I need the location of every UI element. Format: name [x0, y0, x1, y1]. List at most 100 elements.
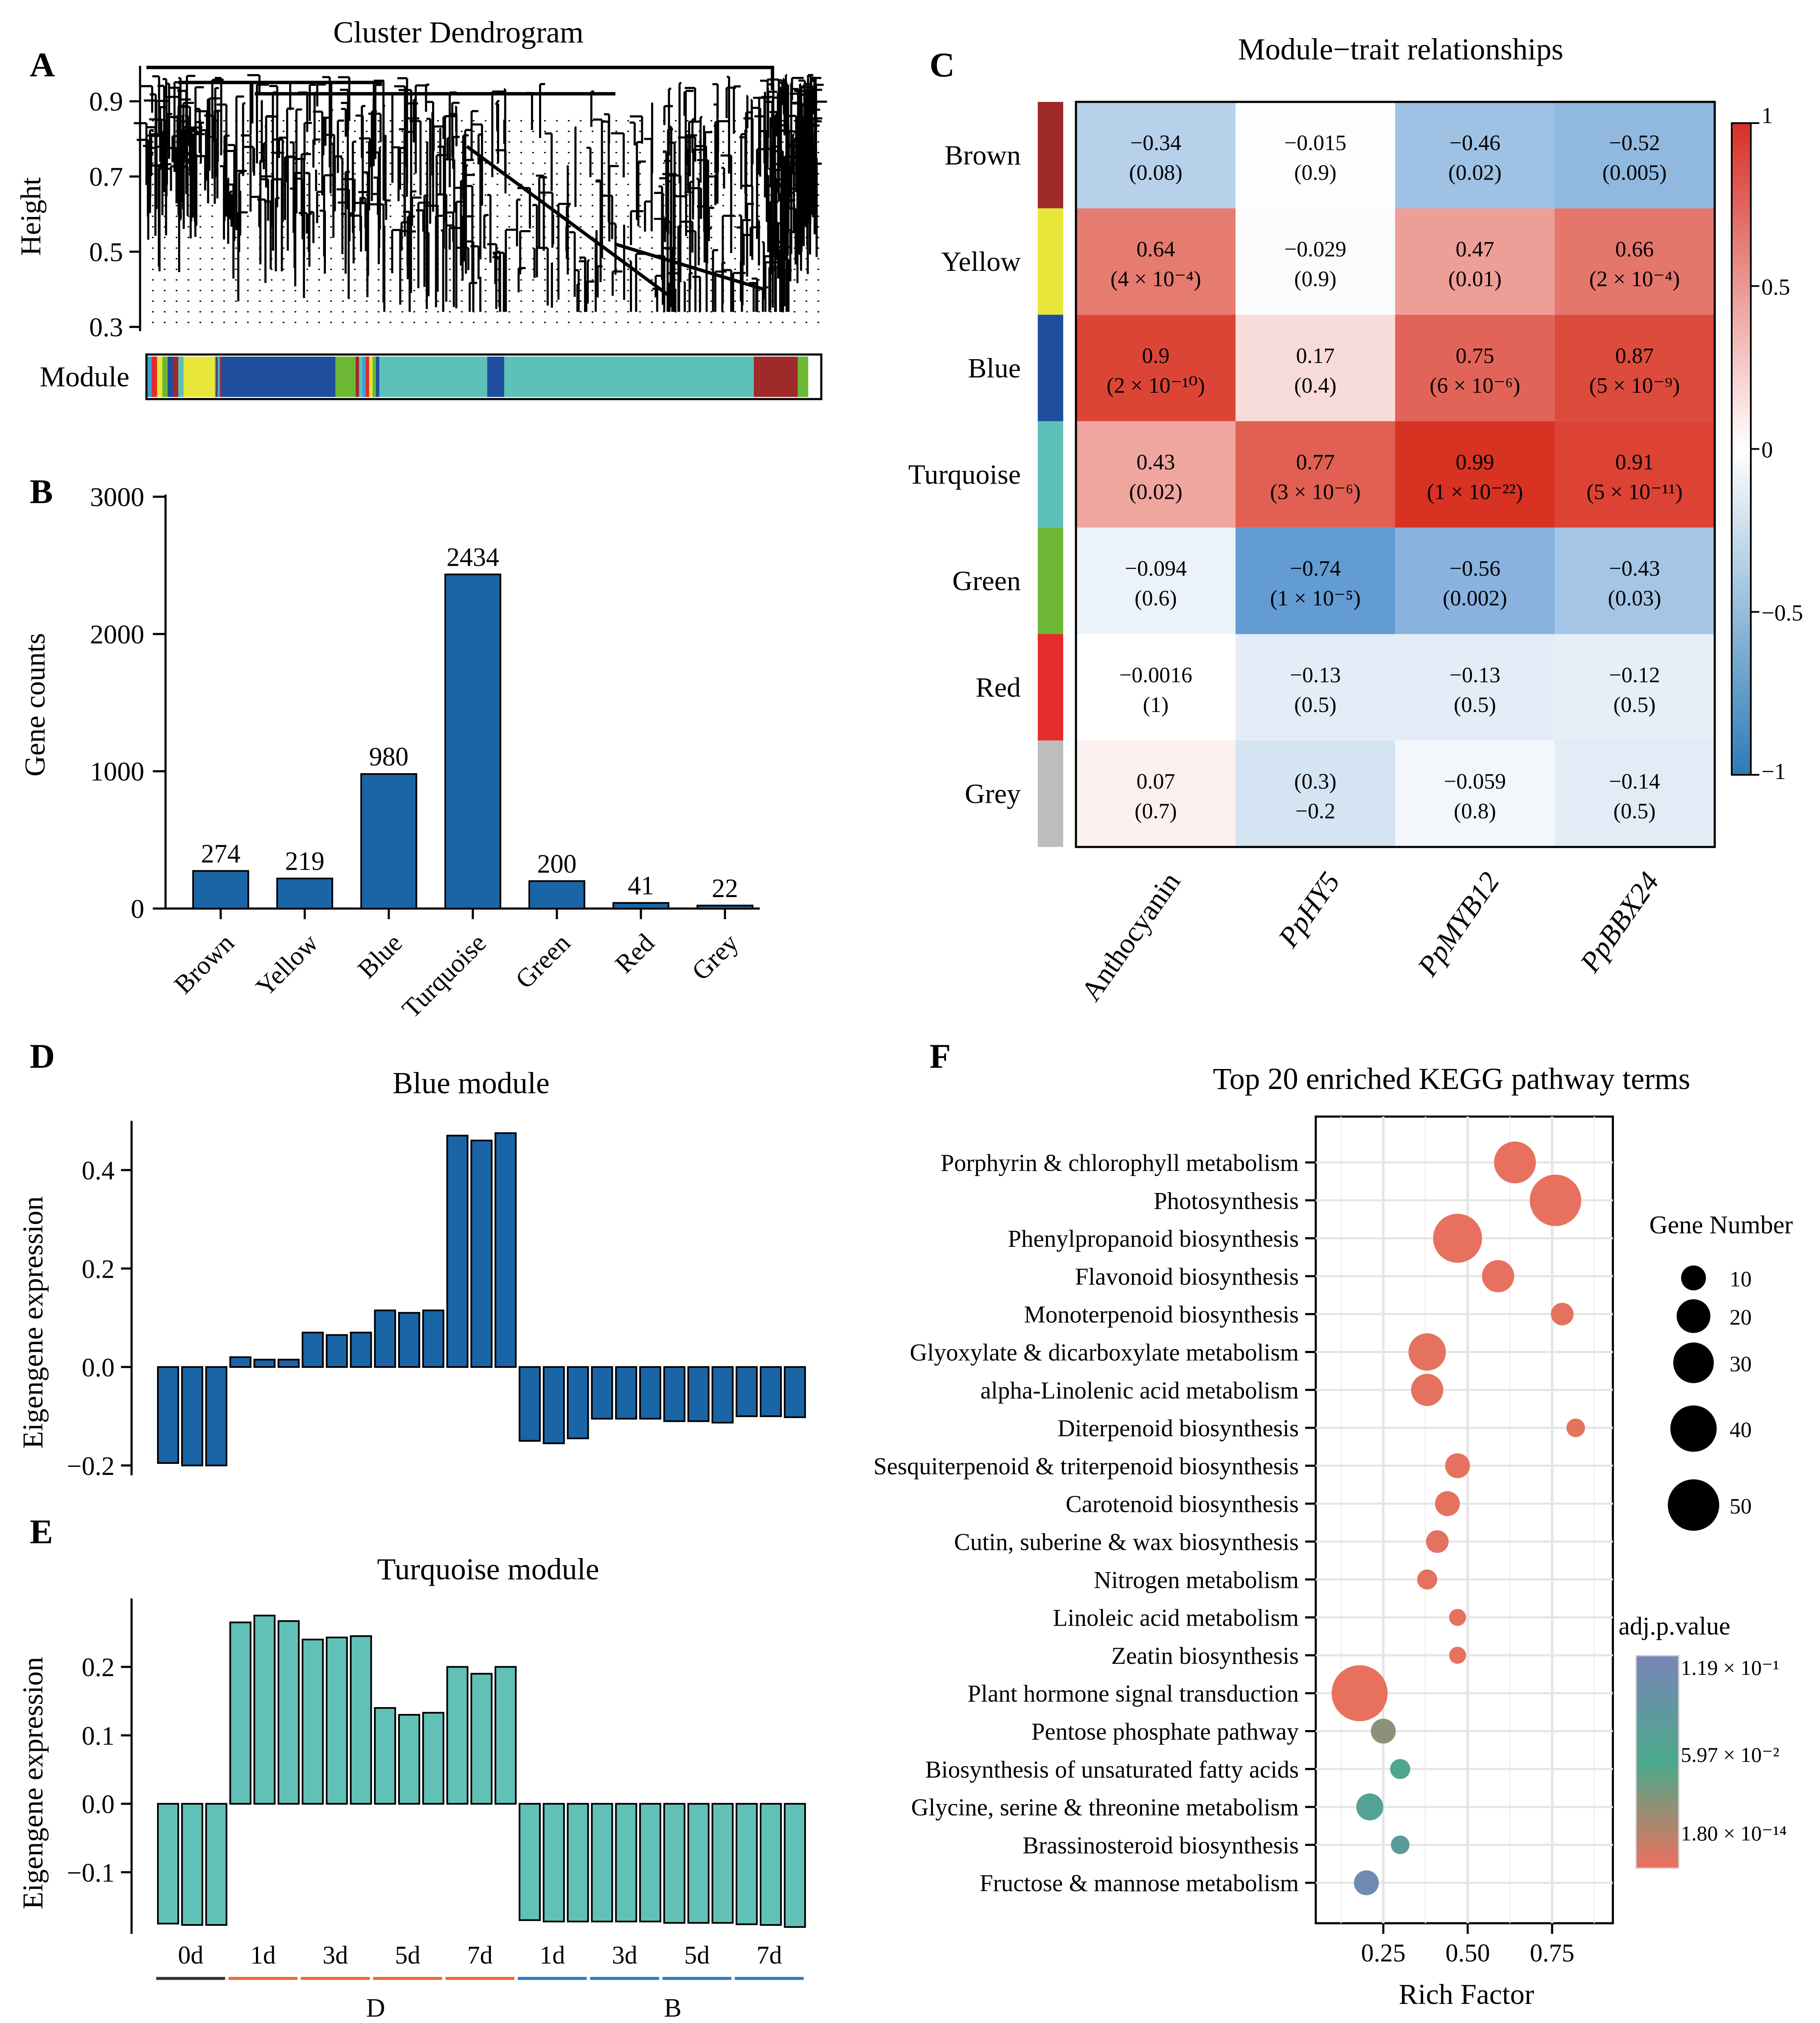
panel-label-e: E: [30, 1512, 53, 1551]
kegg-term-label: Glyoxylate & dicarboxylate metabolism: [910, 1339, 1299, 1366]
dendrogram-y-label: Height: [14, 177, 47, 256]
heatmap-legend-label: 1: [1761, 103, 1773, 128]
gene-counts-category-label: Turquoise: [397, 928, 492, 1024]
kegg-bubble: [1371, 1719, 1396, 1744]
kegg-term-label: Fructose & mannose metabolism: [980, 1870, 1299, 1897]
module-strip-segment: [214, 357, 216, 397]
module-strip-segment: [359, 357, 363, 397]
turquoise-module-bar: [157, 1803, 179, 1925]
blue-module-title: Blue module: [393, 1066, 550, 1100]
time-point-label: 0d: [178, 1941, 203, 1969]
panel-label-d: D: [30, 1037, 55, 1075]
size-legend-bubble: [1681, 1265, 1706, 1291]
kegg-bubble: [1449, 1609, 1466, 1626]
heatmap-cell-value: −0.015: [1284, 131, 1346, 155]
size-legend-title: Gene Number: [1649, 1211, 1793, 1239]
turquoise-module-y-label: Eigengene expression: [17, 1657, 49, 1910]
heatmap-cell-value: 0.07: [1137, 770, 1175, 794]
module-strip-segment: [219, 357, 221, 397]
size-legend-label: 40: [1730, 1418, 1752, 1442]
heatmap-cell: [1236, 315, 1395, 422]
module-strip-segment: [369, 357, 373, 397]
turquoise-module-bar: [181, 1803, 203, 1926]
heatmap-cell-value: −0.12: [1609, 663, 1660, 687]
heatmap-cell-pvalue: (1 × 10⁻⁵): [1270, 586, 1361, 611]
time-point-label: 5d: [684, 1941, 710, 1969]
module-strip-segment: [216, 357, 219, 397]
time-point-label: 3d: [612, 1941, 638, 1969]
heatmap-cell: [1076, 208, 1236, 315]
kegg-bubble: [1390, 1835, 1410, 1854]
heatmap-cell-value: −0.34: [1130, 131, 1181, 155]
module-strip-segment: [365, 357, 370, 397]
turquoise-module-y-tick-label: −0.1: [67, 1859, 115, 1888]
heatmap-row-label: Brown: [944, 140, 1021, 171]
turquoise-module-bar: [519, 1803, 541, 1921]
heatmap-cell-pvalue: (5 × 10⁻¹¹): [1587, 480, 1683, 504]
blue-module-y-label: Eigengene expression: [17, 1196, 49, 1449]
size-legend-bubble: [1668, 1479, 1719, 1531]
dendrogram-y-tick-label: 0.7: [89, 162, 123, 192]
heatmap-cell: [1555, 315, 1714, 422]
panel-b-gene-counts: Gene counts 0 1000 2000 3000 274 Brown 219 Yell…: [19, 482, 760, 1024]
blue-module-bar: [229, 1356, 252, 1368]
kegg-bubble: [1408, 1333, 1446, 1371]
heatmap-cell: [1555, 527, 1714, 634]
gene-count-bar: [276, 878, 333, 909]
time-point-label: 7d: [756, 1941, 782, 1969]
dendrogram-y-tick-label: 0.9: [89, 87, 123, 117]
time-point-label: 1d: [539, 1941, 565, 1969]
heatmap-cell: [1395, 208, 1555, 315]
gene-count-value-label: 2434: [447, 543, 499, 572]
blue-module-bar: [470, 1140, 493, 1368]
blue-module-bar: [591, 1366, 613, 1420]
module-strip-segment: [220, 357, 336, 397]
heatmap-legend-label: 0.5: [1761, 274, 1790, 300]
module-strip-segment: [216, 357, 217, 397]
size-legend-label: 20: [1730, 1306, 1752, 1330]
gene-counts-y-tick-label: 1000: [90, 757, 144, 787]
heatmap-column-label: PpHY5: [1272, 866, 1346, 953]
panel-label-f: F: [930, 1037, 951, 1075]
kegg-term-label: Monoterpenoid biosynthesis: [1024, 1301, 1299, 1328]
heatmap-cell-pvalue: (5 × 10⁻⁹): [1589, 374, 1680, 398]
kegg-term-label: Brassinosteroid biosynthesis: [1022, 1832, 1299, 1859]
turquoise-module-bar: [326, 1636, 348, 1805]
kegg-bubble: [1417, 1569, 1438, 1590]
gene-counts-category-label: Grey: [686, 928, 744, 986]
kegg-bubble: [1445, 1453, 1470, 1478]
kegg-bubble: [1433, 1213, 1482, 1263]
module-strip-segment: [754, 357, 798, 397]
heatmap-cell: [1555, 421, 1714, 528]
gene-counts-y-tick-label: 0: [131, 894, 144, 924]
module-strip-segment: [798, 357, 809, 397]
blue-module-bar: [663, 1366, 685, 1422]
heatmap-cell-value: 0.43: [1137, 450, 1175, 474]
blue-module-bar: [398, 1312, 420, 1368]
kegg-term-label: Linoleic acid metabolism: [1053, 1605, 1299, 1632]
module-strip-segment: [215, 357, 216, 397]
time-point-label: 3d: [323, 1941, 348, 1969]
heatmap-row-label: Red: [976, 672, 1021, 703]
size-legend-label: 30: [1730, 1352, 1752, 1376]
kegg-bubble: [1390, 1759, 1410, 1779]
kegg-bubble: [1356, 1793, 1383, 1820]
heatmap-cell-value: 0.47: [1456, 237, 1494, 262]
gene-count-value-label: 200: [537, 850, 577, 878]
blue-module-bar: [157, 1366, 179, 1464]
heatmap-cell-value: 0.75: [1456, 344, 1494, 368]
heatmap-legend-label: 0: [1761, 437, 1773, 463]
heatmap-cell-value: −0.059: [1444, 770, 1506, 794]
dendrogram-trunk: [146, 65, 774, 298]
heatmap-cell-pvalue: (0.002): [1443, 586, 1507, 611]
kegg-term-label: alpha-Linolenic acid metabolism: [980, 1377, 1299, 1404]
gene-counts-category-label: Brown: [169, 928, 239, 999]
module-strip-segment: [355, 357, 360, 397]
heatmap-cell-value: −0.43: [1609, 557, 1660, 581]
panel-a-dendrogram: Cluster Dendrogram Height 0.9 0.7 0.5 0.3 M…: [14, 15, 827, 400]
pvalue-color-legend: [1635, 1655, 1680, 1869]
module-strip-border: [145, 353, 823, 400]
heatmap-cell-pvalue: (0.02): [1448, 160, 1502, 185]
module-strip-segment: [173, 357, 179, 397]
